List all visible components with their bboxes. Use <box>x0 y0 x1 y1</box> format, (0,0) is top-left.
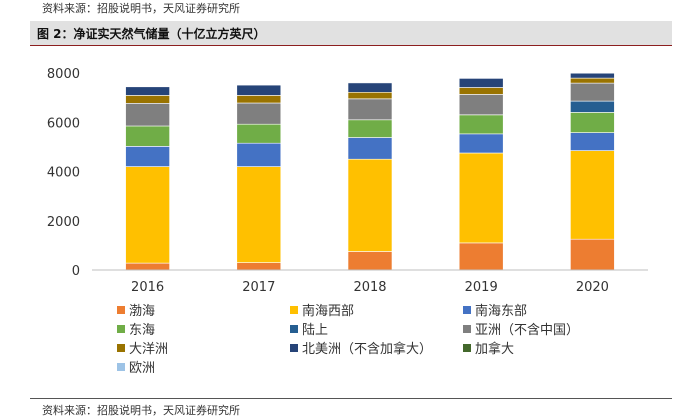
bar-segment-2016-series-0 <box>125 262 170 271</box>
bar-segment-2019-series-6 <box>458 87 504 95</box>
bar-segment-2018-series-6 <box>347 91 393 100</box>
bar-segment-2019-series-7 <box>458 78 504 88</box>
bar-segment-2016-series-6 <box>125 95 170 104</box>
bar-segment-2018-series-1 <box>347 158 393 252</box>
bar-segment-2020-series-4 <box>570 100 615 113</box>
bar-segment-2020-series-2 <box>570 132 615 151</box>
bar-segment-2020-series-5 <box>570 82 615 102</box>
bar-segment-2017-series-6 <box>236 95 282 104</box>
source-note-bottom: 资料来源：招股说明书，天风证券研究所 <box>42 404 240 417</box>
legend-swatch <box>117 363 125 371</box>
figure-title: 图 2：净证实天然气储量（十亿立方英尺） <box>37 27 266 41</box>
bar-segment-2017-series-0 <box>236 262 282 271</box>
legend-label: 南海西部 <box>302 303 354 319</box>
legend-label: 渤海 <box>129 303 155 319</box>
figure-title-bar: 图 2：净证实天然气储量（十亿立方英尺） <box>30 21 672 45</box>
legend-swatch <box>290 306 298 314</box>
bar-segment-2016-series-2 <box>125 146 170 167</box>
legend-label: 东海 <box>129 323 155 338</box>
title-rule <box>30 45 672 46</box>
legend-label: 南海东部 <box>475 303 527 319</box>
y-tick-label: 0 <box>72 264 80 279</box>
bar-segment-2017-series-5 <box>236 102 282 125</box>
bar-segment-2019-series-0 <box>458 242 504 271</box>
bar-segment-2017-series-2 <box>236 142 282 167</box>
bar-segment-2019-series-3 <box>458 114 504 135</box>
x-tick-label: 2020 <box>576 280 609 295</box>
bar-segment-2016-series-5 <box>125 103 170 127</box>
legend-swatch <box>463 344 471 352</box>
legend-swatch <box>463 306 471 314</box>
bars-layer <box>125 72 615 271</box>
legend-swatch <box>290 325 298 333</box>
source-note-top: 资料来源：招股说明书，天风证券研究所 <box>42 2 240 15</box>
y-tick-label: 8000 <box>47 67 80 82</box>
legend-label: 欧洲 <box>129 361 155 376</box>
x-tick-labels: 2016 2017 2018 2019 2020 <box>131 280 609 295</box>
x-tick-label: 2018 <box>353 280 386 295</box>
legend-swatch <box>117 344 125 352</box>
bar-segment-2019-series-1 <box>458 152 504 244</box>
bar-segment-2018-series-5 <box>347 98 393 121</box>
legend-swatch <box>463 325 471 333</box>
bar-segment-2018-series-0 <box>347 251 393 271</box>
bar-segment-2016-series-3 <box>125 125 170 147</box>
bar-segment-2016-series-7 <box>125 86 170 96</box>
bottom-rule <box>30 398 672 399</box>
bar-segment-2016-series-1 <box>125 166 170 264</box>
x-tick-label: 2019 <box>465 280 498 295</box>
legend-label: 大洋洲 <box>129 342 168 357</box>
legend-label: 亚洲（不含中国） <box>475 322 579 338</box>
y-tick-label: 4000 <box>47 166 80 181</box>
bar-segment-2018-series-7 <box>347 82 393 93</box>
y-tick-label: 6000 <box>47 116 80 131</box>
legend-label: 北美洲（不含加拿大） <box>302 341 432 357</box>
bar-segment-2020-series-3 <box>570 112 615 133</box>
bar-segment-2018-series-2 <box>347 137 393 160</box>
bar-segment-2020-series-1 <box>570 150 615 240</box>
bar-segment-2020-series-0 <box>570 238 615 271</box>
legend-swatch <box>290 344 298 352</box>
bar-segment-2019-series-5 <box>458 94 504 116</box>
bar-segment-2018-series-3 <box>347 119 393 138</box>
legend-swatch <box>117 325 125 333</box>
legend-label: 陆上 <box>302 322 328 338</box>
bar-segment-2017-series-3 <box>236 123 282 144</box>
x-tick-label: 2016 <box>131 280 164 295</box>
x-tick-label: 2017 <box>242 280 275 295</box>
y-tick-labels: 0 2000 4000 6000 8000 <box>47 67 80 279</box>
bar-segment-2020-series-7 <box>570 72 615 79</box>
bar-segment-2017-series-7 <box>236 84 282 96</box>
bar-segment-2019-series-2 <box>458 133 504 154</box>
legend-swatch <box>117 306 125 314</box>
bar-segment-2017-series-1 <box>236 166 282 263</box>
legend-label: 加拿大 <box>475 341 514 357</box>
bar-segment-2020-series-6 <box>570 77 615 84</box>
y-tick-label: 2000 <box>47 215 80 230</box>
